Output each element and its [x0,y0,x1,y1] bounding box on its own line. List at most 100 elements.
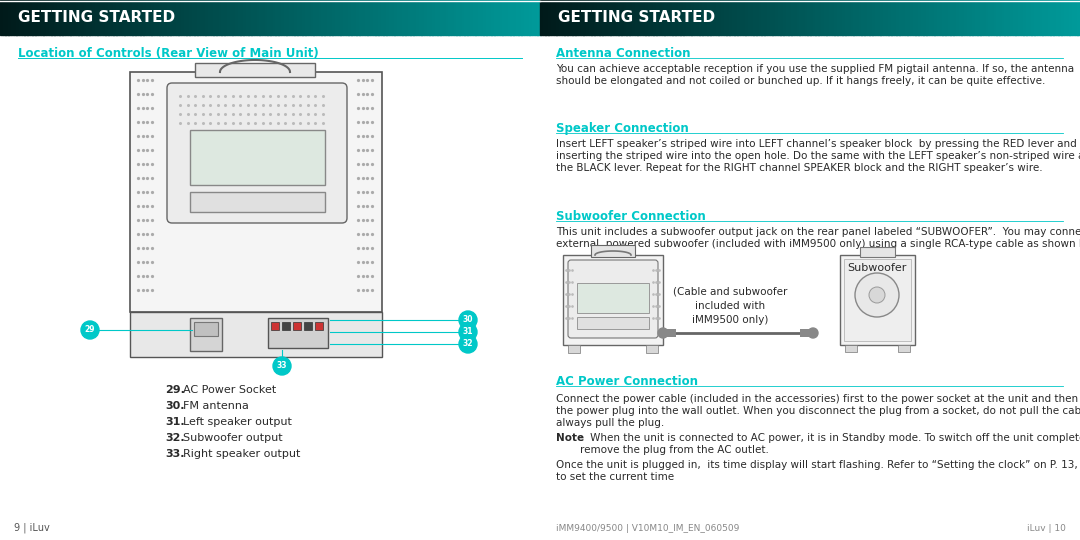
Bar [702,0,705,35]
Bar [577,317,649,329]
Bar [484,0,486,35]
Bar [313,0,316,35]
Text: Antenna Connection: Antenna Connection [556,47,690,60]
Bar [294,0,297,35]
Bar [734,0,738,35]
Bar [389,0,392,35]
Bar [1010,0,1013,35]
Text: :  When the unit is connected to AC power, it is in Standby mode. To switch off : : When the unit is connected to AC power… [580,433,1080,443]
Bar [765,0,767,35]
Bar [954,0,956,35]
Bar [289,0,292,35]
Bar [991,0,994,35]
Bar [359,0,362,35]
Bar [270,0,273,35]
Bar [30,0,32,35]
Bar [303,322,312,330]
Bar [650,0,653,35]
Bar [848,0,851,35]
Bar [38,0,41,35]
Bar [324,0,327,35]
Bar [829,0,832,35]
Bar [896,0,900,35]
Bar [468,0,470,35]
Bar [672,0,675,35]
Bar [897,345,910,352]
Bar [27,0,30,35]
Bar [238,0,241,35]
Bar [964,0,967,35]
Bar [181,0,184,35]
Bar [568,345,580,353]
Bar [678,0,680,35]
Bar [1078,0,1080,35]
Bar [843,259,912,341]
Bar [543,0,545,35]
Bar [585,0,589,35]
Bar [721,0,724,35]
Bar [124,0,127,35]
Bar [1064,0,1067,35]
Bar [603,0,605,35]
Bar [1072,0,1075,35]
Bar [1026,0,1029,35]
Bar [599,0,603,35]
Bar [408,0,410,35]
Bar [664,329,676,337]
Bar [643,0,646,35]
Bar [491,0,495,35]
Bar [122,0,124,35]
Bar [551,0,554,35]
Bar [140,0,144,35]
Bar [559,0,562,35]
Bar [916,0,918,35]
Bar [743,0,745,35]
Bar [907,0,910,35]
Bar [502,0,505,35]
Bar [76,0,79,35]
Bar [942,0,945,35]
Bar [49,0,52,35]
Bar [162,0,165,35]
Bar [190,192,325,212]
Bar [797,0,799,35]
Bar [1029,0,1031,35]
Bar [950,0,954,35]
Bar [400,0,403,35]
Bar [13,0,16,35]
Bar [257,0,259,35]
Bar [646,0,648,35]
Bar [840,0,842,35]
Bar [667,0,670,35]
Bar [327,0,329,35]
Bar [729,0,732,35]
Bar [664,0,667,35]
Bar [2,0,5,35]
Bar [79,0,81,35]
Bar [961,0,964,35]
Bar [22,0,25,35]
Bar [635,0,637,35]
Bar [607,0,610,35]
Bar [315,322,323,330]
Bar [381,0,383,35]
Bar [505,0,508,35]
Bar [713,0,716,35]
Bar [529,0,532,35]
Bar [221,0,225,35]
Text: 30: 30 [462,315,473,325]
Bar [119,0,122,35]
Bar [794,0,797,35]
Bar [146,0,149,35]
Bar [391,0,394,35]
Bar [435,0,437,35]
Bar [241,0,243,35]
Bar [726,0,729,35]
Text: You can achieve acceptable reception if you use the supplied FM pigtail antenna.: You can achieve acceptable reception if … [556,64,1075,74]
Bar [322,0,324,35]
Circle shape [459,311,477,329]
Bar [369,0,373,35]
Bar [910,0,913,35]
Bar [819,0,821,35]
Bar [57,0,59,35]
